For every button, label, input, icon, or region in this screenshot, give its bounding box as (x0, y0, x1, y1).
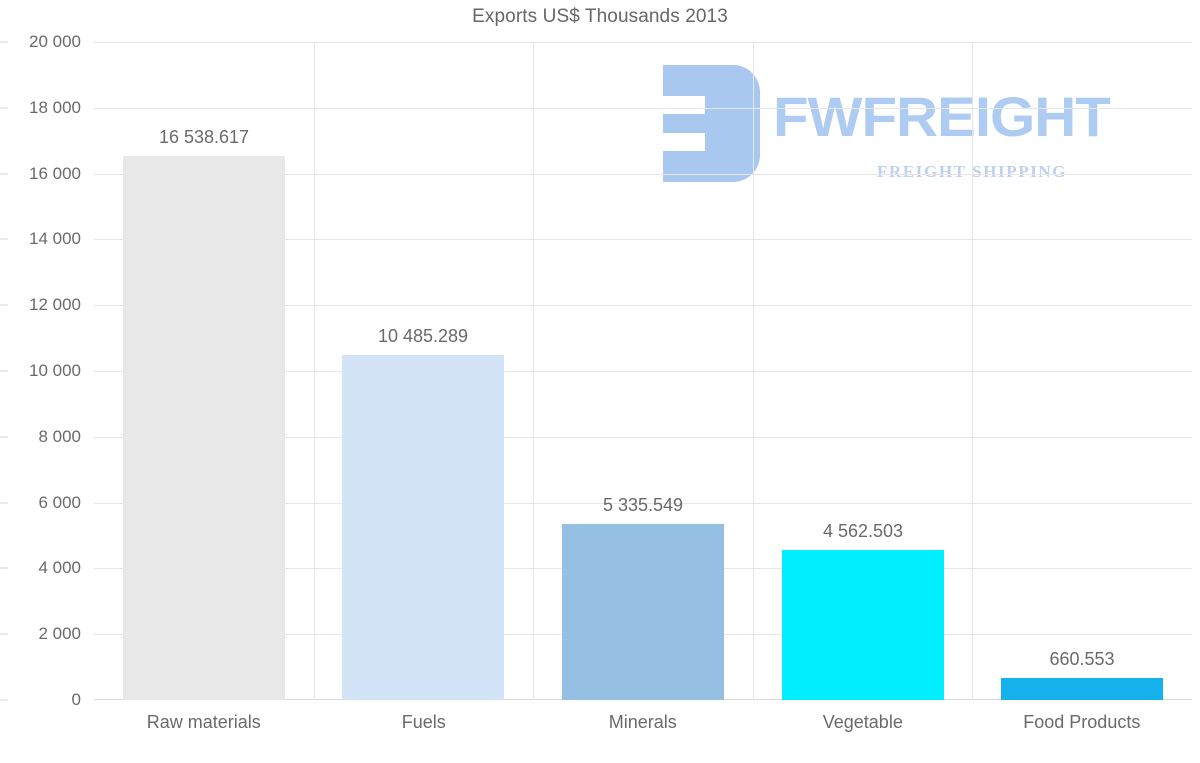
y-axis-tick-mark (0, 699, 8, 701)
y-axis-tick-mark (0, 370, 8, 372)
bar[interactable] (342, 355, 504, 700)
gridline-horizontal (94, 107, 1192, 109)
bar[interactable] (123, 155, 285, 700)
gridline-horizontal (94, 173, 1192, 175)
y-axis-tick-label: 2 000 (38, 624, 81, 644)
y-axis-tick-label: 18 000 (29, 97, 81, 117)
y-axis-tick-mark (0, 107, 8, 109)
y-axis-tick-label: 16 000 (29, 163, 81, 183)
y-axis-tick-label: 10 000 (29, 361, 81, 380)
bar-value-label: 16 538.617 (158, 126, 250, 147)
gridline-vertical (314, 42, 315, 700)
y-axis-tick-mark (0, 567, 8, 569)
y-axis-tick-mark (0, 436, 8, 438)
y-axis-tick-mark (0, 41, 8, 43)
y-axis-tick-label: 6 000 (38, 492, 81, 512)
x-axis-tick-label: Food Products (1023, 712, 1141, 732)
gridline-horizontal (94, 42, 1192, 43)
y-axis: 0 2 000 4 000 6 000 8 000 10 000 12 000 14 000 1… (0, 32, 94, 709)
y-axis-tick-mark (0, 502, 8, 504)
bar-value-label: 4 562.503 (822, 520, 904, 541)
bar[interactable] (1001, 678, 1163, 700)
gridline-horizontal (94, 305, 1192, 307)
gridline-horizontal (94, 502, 1192, 504)
bar-value-label: 660.553 (1049, 649, 1115, 670)
chart-title: Exports US$ Thousands 2013 (472, 6, 728, 27)
bar-value-label: 5 335.549 (602, 495, 684, 516)
y-axis-tick-label: 20 000 (29, 32, 81, 51)
gridline-vertical (972, 42, 973, 700)
gridline-horizontal (94, 436, 1192, 438)
y-axis-tick-label: 0 (71, 690, 81, 709)
y-axis-tick-label: 14 000 (29, 229, 81, 249)
y-axis-tick-label: 12 000 (29, 295, 81, 315)
y-axis-tick-mark (0, 173, 8, 175)
gridline-horizontal (94, 371, 1192, 372)
y-axis-tick-label: 4 000 (38, 558, 81, 578)
gridline-vertical (753, 42, 754, 700)
x-axis: Raw materials Fuels Minerals Vegetable Food … (94, 701, 1192, 761)
x-axis-tick-label: Raw materials (146, 712, 261, 732)
plot-area: 16 538.617 10 485.289 5 335.549 4 562.503 66… (94, 42, 1192, 700)
bar[interactable] (782, 549, 944, 700)
x-axis-tick-label: Vegetable (822, 712, 903, 732)
y-axis-tick-mark (0, 238, 8, 240)
x-axis-tick-label: Fuels (401, 712, 446, 732)
bar-value-label: 10 485.289 (377, 326, 469, 347)
gridline-vertical (533, 42, 534, 700)
bar[interactable] (562, 524, 724, 700)
gridline-horizontal (94, 239, 1192, 241)
x-axis-tick-label: Minerals (608, 712, 677, 732)
y-axis-tick-mark (0, 633, 8, 635)
y-axis-tick-label: 8 000 (38, 426, 81, 446)
y-axis-tick-mark (0, 304, 8, 306)
